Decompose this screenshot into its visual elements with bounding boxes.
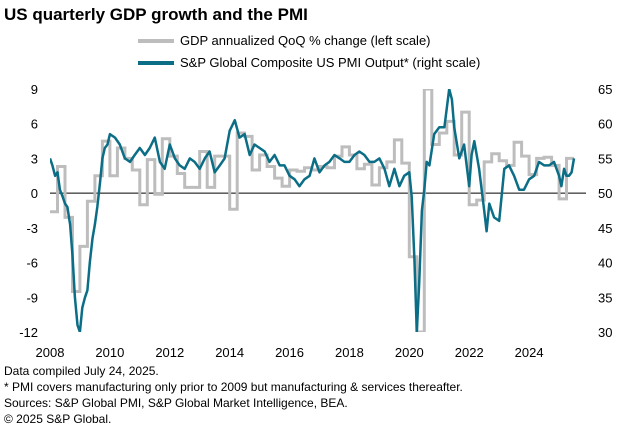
footnote-sources: Sources: S&P Global PMI, S&P Global Mark… <box>4 396 348 410</box>
left-axis-tick-label: -6 <box>26 256 38 271</box>
right-axis-tick-label: 30 <box>598 325 612 340</box>
x-axis-tick-label: 2024 <box>515 345 544 360</box>
right-axis-tick-label: 50 <box>598 186 612 201</box>
legend-item-gdp: GDP annualized QoQ % change (left scale) <box>138 33 431 48</box>
left-axis-tick-label: -12 <box>19 325 38 340</box>
right-axis-tick-label: 35 <box>598 290 612 305</box>
x-axis-tick-label: 2014 <box>215 345 244 360</box>
right-axis-tick-label: 55 <box>598 151 612 166</box>
right-axis-tick-label: 40 <box>598 256 612 271</box>
left-axis-tick-label: 6 <box>31 117 38 132</box>
x-axis-tick-label: 2008 <box>36 345 65 360</box>
left-axis-tick-label: -3 <box>26 221 38 236</box>
footnote-pmi-note: * PMI covers manufacturing only prior to… <box>4 380 463 394</box>
right-axis-tick-label: 60 <box>598 117 612 132</box>
footnote-copyright: © 2025 S&P Global. <box>4 412 112 426</box>
footnotes: Data compiled July 24, 2025. * PMI cover… <box>4 363 463 427</box>
x-axis-tick-label: 2022 <box>455 345 484 360</box>
x-axis-tick-label: 2020 <box>395 345 424 360</box>
left-axis-tick-label: 9 <box>31 82 38 97</box>
footnote-compiled: Data compiled July 24, 2025. <box>4 364 159 378</box>
x-axis-tick-label: 2018 <box>335 345 364 360</box>
x-axis-tick-label: 2010 <box>95 345 124 360</box>
chart-title: US quarterly GDP growth and the PMI <box>4 5 308 24</box>
x-axis-tick-label: 2012 <box>155 345 184 360</box>
legend-swatch-gdp <box>138 38 174 43</box>
x-axis-tick-label: 2016 <box>275 345 304 360</box>
legend-swatch-pmi <box>138 60 174 65</box>
left-axis-tick-label: -9 <box>26 290 38 305</box>
left-axis-tick-label: 0 <box>31 186 38 201</box>
legend-label-gdp: GDP annualized QoQ % change (left scale) <box>180 33 431 48</box>
left-axis-tick-label: 3 <box>31 151 38 166</box>
right-axis-tick-label: 45 <box>598 221 612 236</box>
right-axis-tick-label: 65 <box>598 82 612 97</box>
legend-label-pmi: S&P Global Composite US PMI Output* (rig… <box>180 55 481 70</box>
series-line-gdp <box>50 89 574 332</box>
series-line-pmi <box>50 89 576 332</box>
legend-item-pmi: S&P Global Composite US PMI Output* (rig… <box>138 55 480 70</box>
